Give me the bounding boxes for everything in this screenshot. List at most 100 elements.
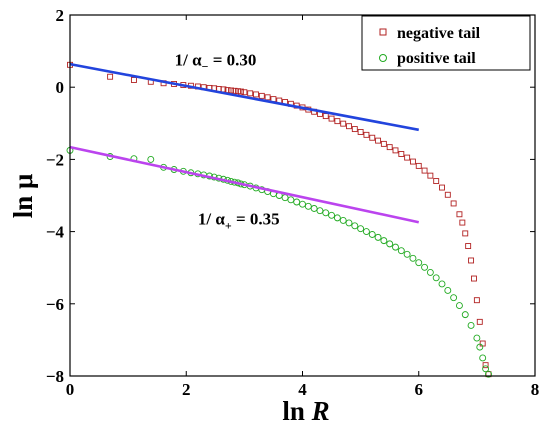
data-point <box>444 191 451 198</box>
data-point <box>459 219 466 226</box>
data-point <box>450 200 457 207</box>
data-point <box>479 354 487 362</box>
data-point <box>403 250 411 258</box>
data-point <box>473 334 481 342</box>
legend: negative tail positive tail <box>361 15 531 71</box>
data-point <box>310 205 318 212</box>
legend-label-positive: positive tail <box>397 50 476 67</box>
annotation-positive-prefix: 1/ α <box>198 209 225 228</box>
data-point <box>450 294 458 302</box>
x-tick-label: 4 <box>298 380 307 399</box>
data-point <box>130 77 137 83</box>
data-point <box>438 280 446 288</box>
data-point <box>482 365 490 373</box>
data-point <box>299 200 306 208</box>
annotation-negative-sub: − <box>202 60 209 74</box>
x-tick-label: 0 <box>66 380 75 399</box>
legend-box <box>361 15 531 71</box>
data-point <box>362 228 370 236</box>
data-point <box>404 154 411 161</box>
data-point <box>253 91 259 98</box>
data-point <box>304 202 312 210</box>
data-point <box>346 123 352 130</box>
data-point <box>339 216 347 224</box>
legend-label-negative: negative tail <box>397 25 481 42</box>
data-point <box>368 231 376 238</box>
data-point <box>409 158 416 165</box>
annotation-positive-sub: + <box>225 218 232 232</box>
data-point <box>237 88 244 95</box>
data-point <box>455 302 463 310</box>
x-tick-label: 8 <box>531 380 540 399</box>
data-point <box>392 147 399 154</box>
data-point <box>392 243 399 251</box>
annotation-positive: 1/ α+ = 0.35 <box>198 209 280 232</box>
data-point <box>471 275 477 282</box>
annotation-negative-prefix: 1/ α <box>175 51 202 70</box>
data-point <box>322 209 330 217</box>
data-point <box>465 243 472 249</box>
data-point <box>482 362 489 369</box>
fit-lines <box>69 62 420 224</box>
annotation-negative: 1/ α− = 0.30 <box>175 51 257 74</box>
data-point <box>363 131 370 138</box>
data-point <box>433 178 440 185</box>
data-point <box>468 257 475 264</box>
data-point <box>374 233 382 241</box>
data-point <box>479 340 486 347</box>
data-point <box>461 311 469 319</box>
data-point <box>351 126 358 133</box>
fit-positive-line <box>69 145 420 224</box>
data-point <box>351 222 359 230</box>
data-point <box>281 194 289 202</box>
data-point <box>462 230 469 237</box>
y-tick-label: −4 <box>46 223 65 242</box>
data-point <box>241 89 248 96</box>
data-point <box>357 225 365 233</box>
data-point <box>427 172 434 179</box>
x-tick-label: 6 <box>415 380 424 399</box>
data-point <box>293 198 301 206</box>
data-point <box>375 137 382 144</box>
data-point <box>380 140 387 147</box>
y-tick-label: −8 <box>46 367 64 386</box>
data-point <box>316 207 324 215</box>
data-point <box>432 274 440 282</box>
data-point <box>328 115 335 122</box>
y-tick-label: 2 <box>56 6 65 25</box>
data-point <box>421 263 429 271</box>
data-point <box>426 268 434 276</box>
data-point <box>415 162 422 169</box>
data-point <box>231 87 238 94</box>
data-point <box>334 118 341 125</box>
data-point <box>467 322 475 329</box>
annotation-positive-value: = 0.35 <box>232 209 280 228</box>
legend-marker-positive <box>379 54 387 62</box>
axis-ticks: 0 2 4 6 8 2 0 −2 −4 −6 −8 <box>46 6 539 399</box>
data-point <box>421 167 428 174</box>
data-point <box>340 120 347 127</box>
data-point <box>386 240 394 248</box>
data-point <box>386 144 393 151</box>
data-point <box>485 370 492 378</box>
data-point <box>147 155 155 163</box>
data-point <box>456 211 463 218</box>
data-point <box>476 343 484 351</box>
data-point <box>473 297 480 304</box>
data-point <box>415 259 423 267</box>
data-point <box>345 219 353 227</box>
data-point <box>107 73 114 80</box>
data-point <box>333 214 341 222</box>
data-point <box>444 286 452 294</box>
data-point <box>485 371 492 378</box>
annotation-negative-value: = 0.30 <box>208 51 256 70</box>
data-point <box>328 211 336 219</box>
data-point <box>397 247 405 255</box>
y-axis-label: ln μ <box>8 174 38 219</box>
data-point <box>357 129 364 135</box>
y-tick-label: −2 <box>46 150 64 169</box>
y-tick-label: −6 <box>46 295 64 314</box>
data-point <box>380 237 388 245</box>
svg-text:1/ α+ = 0.35: 1/ α+ = 0.35 <box>198 209 280 232</box>
